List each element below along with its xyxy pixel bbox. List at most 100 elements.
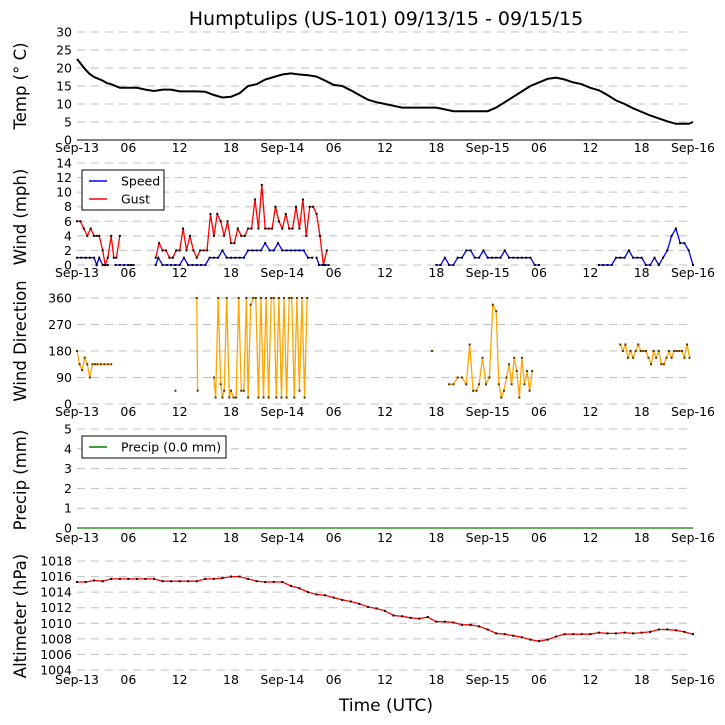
panel-wind-direction: 0 90 180 270 360 Sep-13 06 12 18 Sep-14 06 12 18 Sep-… [11, 280, 715, 419]
data-point [475, 389, 478, 392]
x-tick-label: 12 [172, 404, 188, 419]
x-tick-label: 12 [377, 140, 393, 155]
data-point [247, 577, 250, 580]
x-tick-label: 06 [531, 404, 547, 419]
data-point [526, 370, 529, 373]
x-tick-label: Sep-14 [260, 140, 304, 155]
data-point [170, 580, 173, 583]
data-point [358, 602, 361, 605]
x-tick-label: 12 [377, 404, 393, 419]
series-line-direction [449, 302, 533, 400]
x-tick-label: Sep-16 [671, 672, 715, 687]
data-point [257, 227, 260, 230]
x-tick-label: 06 [326, 265, 342, 280]
data-point [289, 584, 292, 587]
x-tick-label: 06 [120, 530, 136, 545]
x-tick-label: 12 [172, 265, 188, 280]
x-tick-label: 12 [377, 265, 393, 280]
data-point [520, 636, 523, 639]
legend: Speed Gust [81, 169, 165, 211]
data-point [670, 234, 673, 237]
x-tick-label: 12 [377, 530, 393, 545]
data-point [174, 264, 177, 266]
data-point [79, 220, 82, 223]
data-point [642, 350, 645, 352]
data-point [674, 629, 677, 632]
data-point [683, 630, 686, 633]
data-point [512, 256, 515, 259]
y-axis-label: Wind (mph) [11, 169, 30, 266]
data-point [242, 389, 245, 392]
data-point [95, 264, 98, 266]
data-point [157, 256, 160, 259]
data-point [223, 234, 226, 237]
data-point [88, 256, 91, 259]
data-point [110, 363, 113, 366]
data-point [234, 256, 237, 259]
data-point [619, 256, 622, 259]
data-point [275, 396, 278, 399]
data-point [168, 256, 171, 259]
data-point [129, 264, 132, 266]
y-tick-label: 1012 [40, 600, 72, 615]
legend-label: Gust [121, 192, 150, 207]
data-point [251, 249, 254, 252]
data-point [83, 356, 86, 359]
data-point [221, 396, 224, 399]
data-point [206, 249, 209, 252]
y-axis-label: Precip (mm) [11, 430, 30, 531]
data-point [135, 577, 138, 580]
x-tick-label: 18 [223, 672, 239, 687]
x-tick-label: 18 [428, 404, 444, 419]
data-point [349, 600, 352, 603]
data-point [216, 213, 219, 215]
data-point [235, 396, 238, 399]
data-point [327, 264, 330, 266]
x-tick-label: 06 [120, 672, 136, 687]
data-point [515, 370, 518, 373]
data-point [240, 389, 243, 392]
data-point [98, 256, 101, 259]
data-point [482, 249, 485, 252]
data-point [662, 256, 665, 259]
data-point [324, 264, 327, 266]
data-point [315, 256, 318, 259]
data-point [118, 577, 121, 580]
x-tick-label: 18 [223, 265, 239, 280]
data-point [674, 227, 677, 230]
data-point [409, 616, 412, 619]
data-point [546, 638, 549, 641]
data-point [505, 376, 508, 379]
data-point [101, 249, 104, 252]
x-tick-label: 12 [582, 140, 598, 155]
data-point [161, 580, 164, 583]
data-point [252, 297, 255, 299]
y-tick-label: 180 [48, 344, 72, 359]
data-point [267, 227, 270, 230]
x-tick-label: 06 [326, 672, 342, 687]
legend: Precip (0.0 mm) [81, 435, 227, 459]
data-point [219, 383, 222, 386]
data-point [644, 264, 647, 266]
data-point [538, 264, 540, 266]
data-point [657, 350, 660, 352]
data-point [640, 256, 643, 259]
data-point [212, 376, 215, 379]
data-point [178, 249, 181, 252]
series-line-direction [213, 297, 308, 399]
y-tick-label: 1004 [40, 663, 72, 678]
data-point [525, 256, 528, 259]
data-point [76, 256, 78, 259]
data-point [366, 605, 369, 608]
data-point [204, 264, 207, 266]
x-tick-label: 12 [377, 672, 393, 687]
data-point [221, 249, 224, 252]
data-point [435, 264, 438, 266]
x-tick-label: 06 [531, 672, 547, 687]
data-point [687, 249, 690, 252]
y-tick-label: 0 [64, 521, 72, 536]
x-axis-label: Time (UTC) [338, 696, 433, 716]
x-tick-label: 18 [223, 530, 239, 545]
data-point [666, 249, 669, 252]
